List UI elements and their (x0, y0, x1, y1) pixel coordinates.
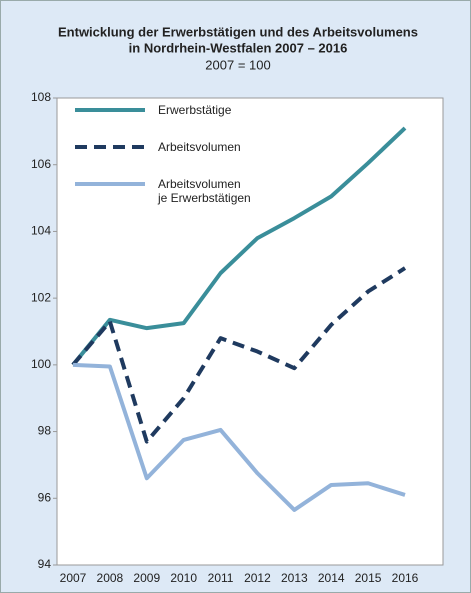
y-tick-label: 96 (38, 490, 52, 504)
x-tick-label: 2009 (133, 571, 160, 585)
series-line (71, 126, 407, 367)
x-tick-label: 2013 (281, 571, 308, 585)
y-tick-label: 98 (38, 424, 52, 438)
x-tick-label: 2010 (170, 571, 197, 585)
y-tick-label: 108 (31, 90, 51, 104)
y-tick-label: 104 (31, 224, 51, 238)
y-tick-label: 102 (31, 290, 51, 304)
x-tick-label: 2007 (60, 571, 87, 585)
y-tick-label: 106 (31, 157, 51, 171)
x-tick-label: 2016 (392, 571, 419, 585)
x-tick-label: 2012 (244, 571, 271, 585)
legend-label: Arbeitsvolumen je Erwerbstätigen (158, 177, 251, 205)
series-line (72, 362, 406, 512)
y-tick-label: 94 (38, 557, 52, 571)
legend-label: Erwerbstätige (158, 103, 232, 117)
chart-subtitle: 2007 = 100 (205, 57, 270, 72)
y-tick-label: 100 (31, 357, 51, 371)
x-tick-label: 2014 (318, 571, 345, 585)
chart-title: in Nordrhein-Westfalen 2007 – 2016 (129, 40, 348, 55)
x-tick-label: 2011 (208, 571, 234, 585)
x-tick-label: 2015 (355, 571, 382, 585)
series-line (71, 266, 407, 444)
x-tick-label: 2008 (97, 571, 124, 585)
chart-title: Entwicklung der Erwerbstätigen und des A… (58, 24, 418, 39)
legend-label: Arbeitsvolumen (158, 140, 241, 154)
